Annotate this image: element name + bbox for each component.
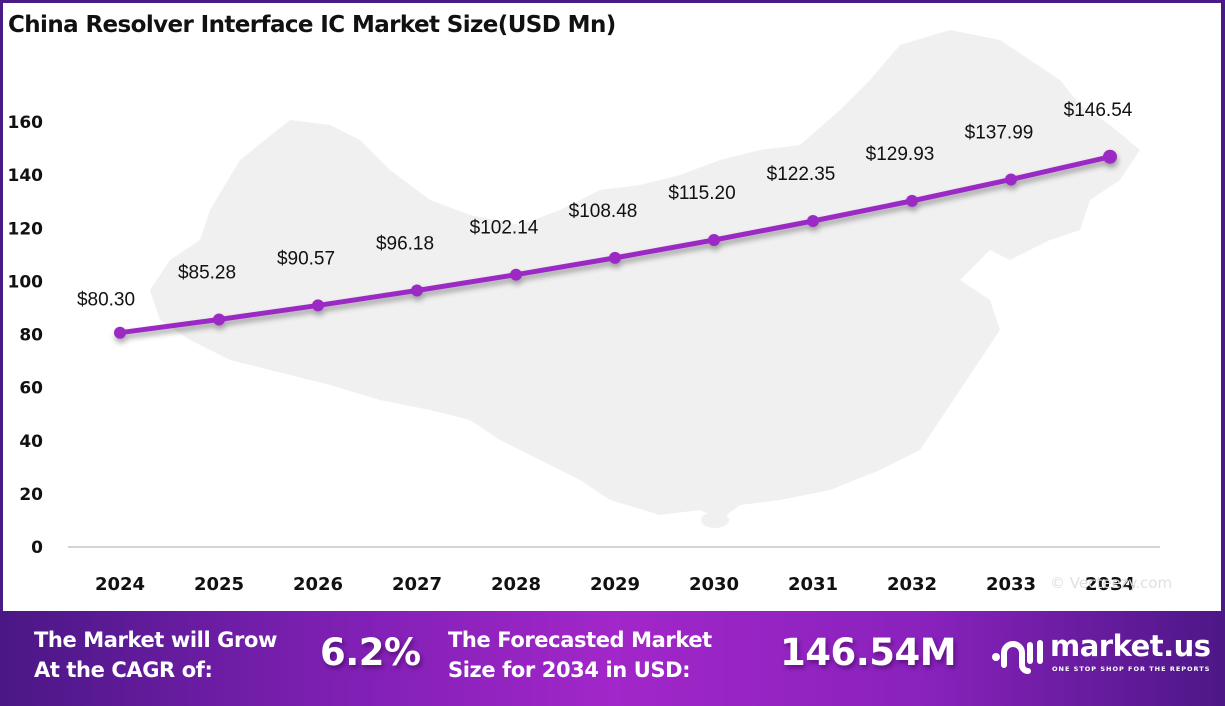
cagr-value: 6.2% (320, 631, 421, 674)
forecast-label-line2: Size for 2034 in USD: (448, 658, 691, 682)
forecast-value: 146.54M (780, 631, 957, 674)
forecast-label: The Forecasted Market Size for 2034 in U… (448, 625, 712, 685)
market-us-logo: market.us ONE STOP SHOP FOR THE REPORTS (990, 629, 1220, 681)
data-label: $137.99 (965, 122, 1034, 143)
y-tick-label: 140 (8, 166, 44, 186)
data-label: $129.93 (866, 144, 935, 165)
market-us-logo-icon (992, 640, 1043, 674)
forecast-label-line1: The Forecasted Market (448, 628, 712, 652)
y-tick-label: 80 (19, 326, 43, 346)
watermark: © Vecteezy.com (1050, 574, 1172, 592)
cagr-label: The Market will Grow At the CAGR of: (34, 625, 277, 685)
y-tick-label: 160 (8, 113, 44, 133)
data-point (411, 284, 423, 297)
logo-name: market.us (1050, 629, 1211, 663)
data-point (906, 194, 918, 207)
summary-banner: The Market will Grow At the CAGR of: 6.2… (0, 611, 1225, 706)
x-tick-label: 2024 (95, 574, 145, 595)
x-tick-label: 2027 (392, 574, 442, 595)
china-map-silhouette (150, 30, 1140, 520)
data-labels: $80.30 $85.28 $90.57 $96.18 $102.14 $108.48 $1… (77, 100, 1133, 311)
x-tick-label: 2026 (293, 574, 343, 595)
y-tick-label: 20 (19, 485, 43, 505)
x-tick-label: 2029 (590, 574, 640, 595)
cagr-label-line1: The Market will Grow (34, 628, 277, 652)
data-point (312, 299, 324, 312)
data-point (807, 215, 819, 228)
y-axis-ticks: 0 20 40 60 80 100 120 140 160 (8, 113, 44, 558)
x-tick-label: 2032 (887, 574, 937, 595)
x-tick-label: 2031 (788, 574, 838, 595)
data-point (1103, 149, 1117, 164)
y-tick-label: 60 (19, 379, 43, 399)
data-point (510, 268, 522, 281)
y-tick-label: 120 (8, 219, 44, 239)
data-point (708, 234, 720, 246)
data-point (1005, 173, 1017, 186)
series-group (114, 149, 1117, 339)
data-label: $146.54 (1064, 100, 1133, 121)
logo-tagline: ONE STOP SHOP FOR THE REPORTS (1052, 665, 1211, 673)
hainan-island (701, 512, 729, 528)
data-label: $115.20 (668, 183, 735, 204)
x-tick-label: 2028 (491, 574, 541, 595)
data-point (213, 313, 225, 326)
data-point (114, 326, 126, 339)
data-label: $90.57 (277, 248, 335, 269)
data-point (609, 251, 621, 264)
series-markers (114, 149, 1117, 339)
y-tick-label: 100 (8, 272, 44, 292)
chart-title: China Resolver Interface IC Market Size(… (8, 12, 616, 38)
x-tick-label: 2025 (194, 574, 244, 595)
y-tick-label: 0 (31, 538, 43, 558)
data-label: $108.48 (569, 201, 638, 222)
data-label: $80.30 (77, 290, 135, 311)
x-tick-label: 2030 (689, 574, 739, 595)
data-label: $122.35 (767, 164, 836, 185)
x-tick-label: 2034 (1085, 574, 1135, 595)
cagr-label-line2: At the CAGR of: (34, 658, 213, 682)
data-label: $96.18 (376, 234, 434, 255)
x-axis-ticks: 2024 2025 2026 2027 2028 2029 2030 2031 2032 2033… (95, 574, 1135, 595)
data-label: $85.28 (178, 262, 236, 283)
data-label: $102.14 (470, 218, 539, 239)
y-tick-label: 40 (19, 432, 43, 452)
x-tick-label: 2033 (986, 574, 1036, 595)
